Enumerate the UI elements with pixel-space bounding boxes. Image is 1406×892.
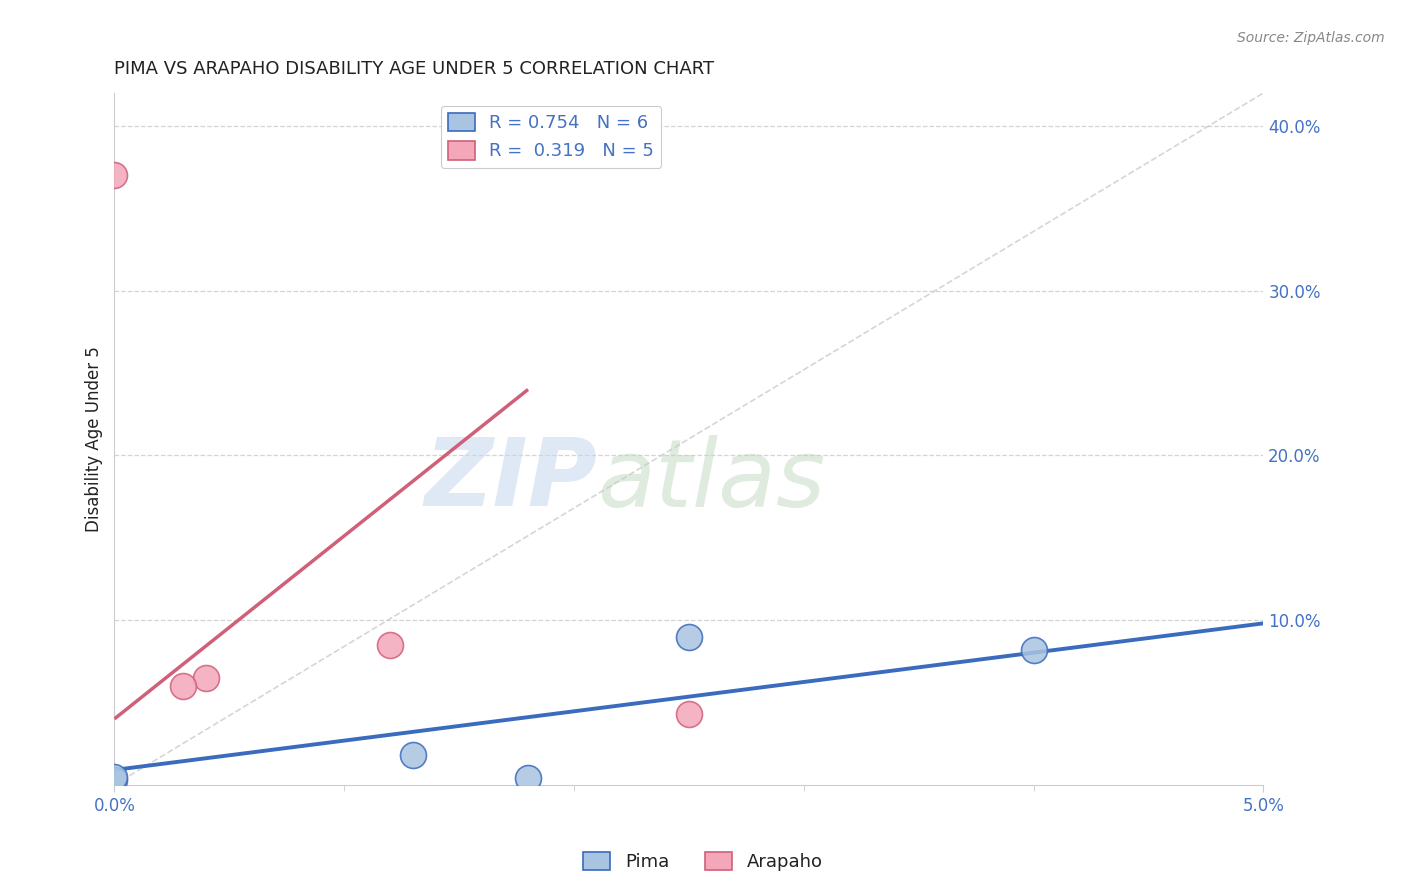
- Point: [103, 770, 125, 784]
- Point: [378, 638, 401, 652]
- Point: [402, 748, 425, 763]
- Y-axis label: Disability Age Under 5: Disability Age Under 5: [86, 346, 103, 532]
- Point: [517, 771, 540, 785]
- Legend: Pima, Arapaho: Pima, Arapaho: [576, 845, 830, 879]
- Legend: R = 0.754   N = 6, R =  0.319   N = 5: R = 0.754 N = 6, R = 0.319 N = 5: [440, 105, 661, 168]
- Text: ZIP: ZIP: [425, 434, 598, 526]
- Point: [1022, 642, 1045, 657]
- Point: [678, 706, 700, 721]
- Point: [103, 169, 125, 183]
- Text: PIMA VS ARAPAHO DISABILITY AGE UNDER 5 CORRELATION CHART: PIMA VS ARAPAHO DISABILITY AGE UNDER 5 C…: [114, 60, 714, 78]
- Text: atlas: atlas: [598, 435, 825, 526]
- Point: [103, 772, 125, 787]
- Point: [195, 671, 218, 685]
- Point: [172, 679, 194, 693]
- Point: [678, 630, 700, 644]
- Text: Source: ZipAtlas.com: Source: ZipAtlas.com: [1237, 31, 1385, 45]
